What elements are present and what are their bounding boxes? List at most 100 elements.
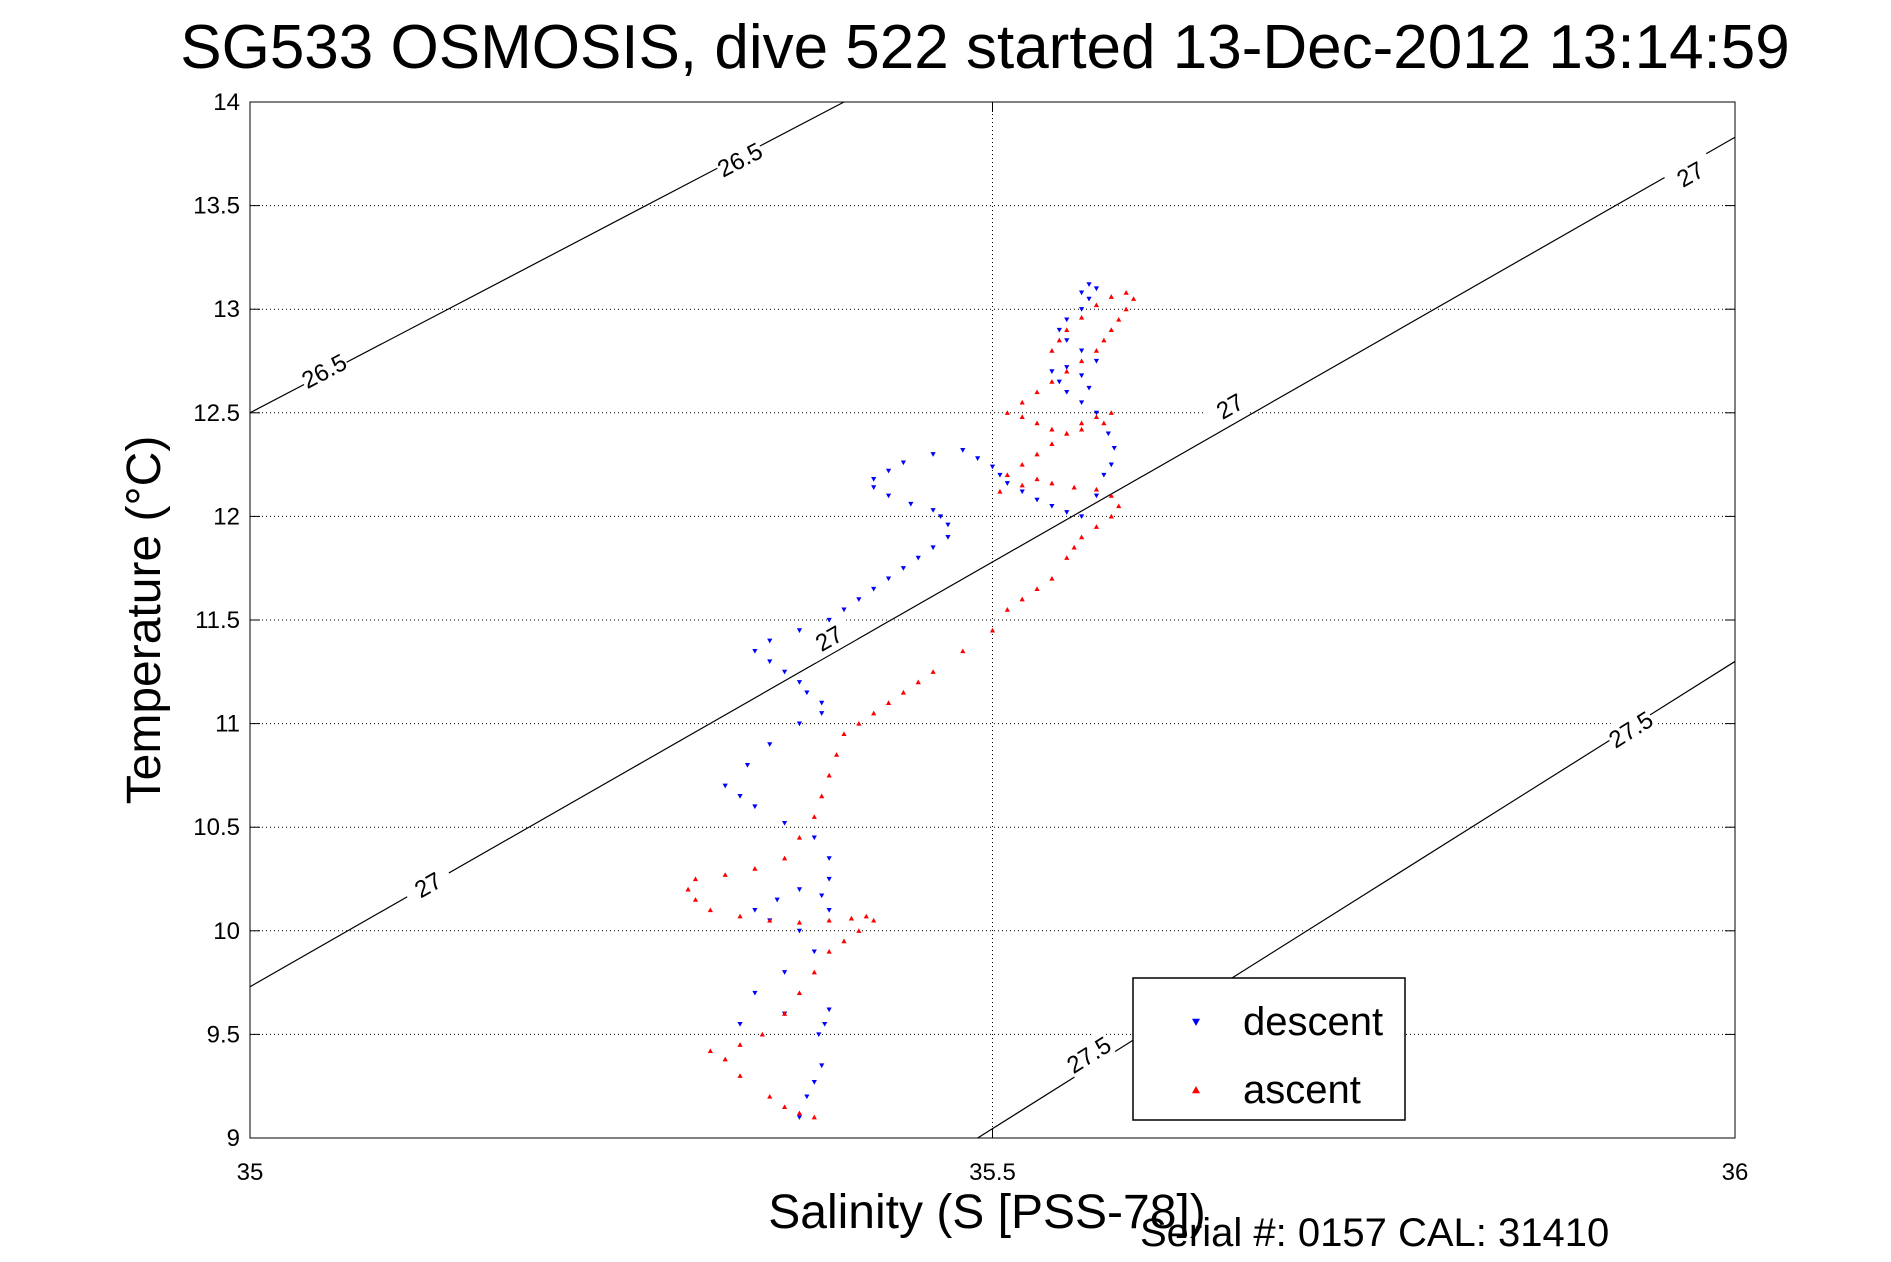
data-point-ascent bbox=[848, 915, 855, 921]
data-point-descent bbox=[1049, 503, 1055, 509]
contour-label-bg bbox=[1201, 380, 1258, 431]
data-point-descent bbox=[937, 514, 944, 519]
data-point-ascent bbox=[819, 793, 825, 799]
data-point-descent bbox=[782, 820, 788, 826]
data-point-ascent bbox=[1079, 358, 1085, 364]
data-point-descent bbox=[1064, 338, 1070, 343]
data-point-descent bbox=[1049, 369, 1055, 374]
data-point-ascent bbox=[685, 886, 691, 892]
data-point-descent bbox=[1004, 481, 1010, 486]
data-point-descent bbox=[975, 456, 981, 461]
data-point-ascent bbox=[782, 1011, 788, 1016]
data-point-ascent bbox=[811, 814, 817, 819]
data-point-descent bbox=[826, 617, 832, 623]
data-point-descent bbox=[1064, 390, 1070, 395]
data-point-ascent bbox=[1004, 607, 1010, 612]
data-point-descent bbox=[1064, 365, 1070, 370]
data-point-ascent bbox=[1079, 420, 1085, 426]
data-point-descent bbox=[737, 794, 743, 799]
data-point-descent bbox=[930, 508, 936, 513]
data-point-descent bbox=[796, 628, 803, 633]
x-tick-label: 35.5 bbox=[969, 1159, 1016, 1186]
data-point-ascent bbox=[811, 969, 817, 975]
data-point-ascent bbox=[737, 1073, 743, 1078]
data-point-ascent bbox=[826, 948, 832, 954]
contour-label: 26.5 bbox=[713, 138, 767, 184]
data-point-ascent bbox=[1108, 294, 1114, 299]
contour-label: 27.5 bbox=[1062, 1032, 1116, 1080]
data-point-descent bbox=[1056, 327, 1062, 333]
data-point-descent bbox=[900, 460, 906, 466]
data-point-ascent bbox=[1116, 316, 1122, 322]
y-tick-label: 13 bbox=[213, 296, 240, 323]
legend: descent ascent bbox=[1132, 977, 1406, 1121]
data-point-ascent bbox=[997, 488, 1003, 494]
data-point-descent bbox=[826, 908, 832, 913]
data-point-ascent bbox=[1034, 451, 1040, 457]
data-point-ascent bbox=[1034, 420, 1040, 426]
data-point-ascent bbox=[826, 917, 832, 923]
data-point-ascent bbox=[759, 1031, 765, 1037]
data-point-descent bbox=[811, 835, 817, 841]
data-point-ascent bbox=[841, 731, 847, 737]
data-point-descent bbox=[804, 690, 810, 696]
y-axis-label: Temperature (°C) bbox=[118, 436, 171, 805]
data-point-ascent bbox=[1034, 586, 1040, 591]
data-point-descent bbox=[811, 1079, 817, 1085]
data-point-ascent bbox=[930, 669, 936, 674]
data-point-ascent bbox=[856, 928, 862, 933]
data-point-descent bbox=[774, 897, 780, 903]
data-point-descent bbox=[1108, 462, 1114, 468]
data-point-ascent bbox=[796, 919, 803, 925]
data-point-descent bbox=[1079, 373, 1085, 379]
data-point-descent bbox=[819, 1063, 825, 1069]
series-descent bbox=[722, 282, 1117, 1120]
legend-box bbox=[1132, 977, 1406, 1121]
data-point-descent bbox=[752, 804, 758, 810]
data-point-descent bbox=[1093, 286, 1100, 292]
y-tick-label: 10 bbox=[213, 918, 240, 945]
contour-label-bg bbox=[399, 859, 456, 910]
data-point-descent bbox=[822, 1021, 828, 1027]
data-point-ascent bbox=[1093, 486, 1100, 492]
data-point-ascent bbox=[737, 1042, 743, 1047]
data-point-ascent bbox=[1079, 314, 1085, 320]
axis-ticks: 35 35.5 36 9 9.5 10 10.5 11 11.5 12 12.5 13 13.5 14 bbox=[193, 89, 1748, 1186]
y-tick-label: 12 bbox=[213, 503, 240, 530]
data-point-ascent bbox=[863, 913, 869, 919]
data-point-descent bbox=[1086, 282, 1092, 287]
data-point-descent bbox=[1064, 317, 1070, 323]
data-point-descent bbox=[930, 545, 936, 551]
data-point-descent bbox=[767, 659, 773, 665]
contour-label-bg bbox=[1060, 1028, 1117, 1080]
data-point-ascent bbox=[1064, 327, 1070, 332]
data-point-descent bbox=[737, 1021, 743, 1027]
y-tick-label: 12.5 bbox=[193, 400, 240, 427]
data-point-ascent bbox=[1116, 503, 1122, 509]
data-point-descent bbox=[1064, 510, 1070, 515]
data-point-ascent bbox=[767, 917, 773, 923]
data-point-ascent bbox=[722, 1056, 728, 1062]
data-point-ascent bbox=[1019, 462, 1025, 467]
data-point-descent bbox=[997, 472, 1003, 478]
data-point-ascent bbox=[782, 855, 788, 861]
data-point-ascent bbox=[871, 710, 877, 716]
contour-label-bg bbox=[295, 346, 353, 395]
data-point-ascent bbox=[856, 721, 862, 726]
data-point-ascent bbox=[1108, 410, 1114, 415]
data-point-ascent bbox=[826, 772, 832, 778]
data-point-descent bbox=[1079, 307, 1085, 312]
data-point-ascent bbox=[989, 627, 996, 633]
data-point-descent bbox=[1056, 379, 1062, 385]
data-point-descent bbox=[819, 700, 825, 706]
data-point-descent bbox=[841, 607, 847, 613]
series-ascent bbox=[685, 290, 1137, 1120]
data-point-descent bbox=[826, 876, 832, 882]
data-point-descent bbox=[816, 1032, 822, 1037]
data-point-ascent bbox=[737, 913, 743, 919]
data-point-descent bbox=[819, 893, 825, 899]
data-point-ascent bbox=[692, 876, 699, 882]
data-point-descent bbox=[782, 669, 788, 675]
legend-label-ascent: ascent bbox=[1243, 1068, 1361, 1112]
